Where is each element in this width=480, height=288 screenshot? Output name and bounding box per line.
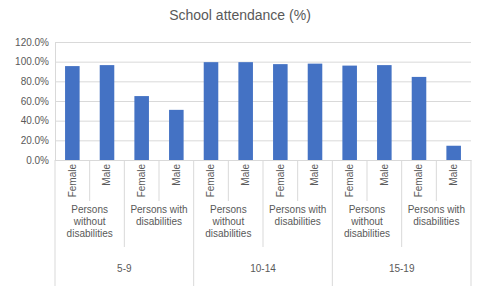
x-tick: Male	[379, 160, 390, 186]
x-tick-label: Female	[344, 164, 355, 198]
subgroup-label-line: without	[73, 216, 106, 227]
chart: School attendance (%) 0.0% 20.0% 40.0% 60.0%…	[0, 0, 480, 288]
y-tick-label: 0.0%	[26, 155, 49, 166]
y-tick-label: 120.0%	[15, 37, 49, 48]
x-tick: Male	[240, 160, 251, 186]
bar	[377, 65, 392, 160]
category-separator	[297, 160, 298, 201]
category-separator	[436, 160, 437, 201]
grid-line	[55, 121, 471, 122]
bars	[65, 62, 461, 160]
x-tick-label: Male	[379, 164, 390, 186]
x-tick-label: Male	[171, 164, 182, 186]
group-label: 5-9	[117, 263, 132, 274]
y-tick-label: 20.0%	[21, 135, 49, 146]
bar	[204, 62, 219, 160]
x-tick: Female	[67, 160, 78, 197]
subgroup-label-line: Persons	[210, 204, 247, 215]
bar	[342, 66, 357, 160]
subgroup-label-line: without	[350, 216, 383, 227]
bar	[100, 65, 115, 160]
bar	[446, 146, 461, 160]
category-separator	[124, 160, 125, 247]
y-axis: 0.0% 20.0% 40.0% 60.0% 80.0% 100.0% 120.0%	[15, 37, 471, 166]
group-label: 10-14	[250, 263, 276, 274]
subgroup-label-line: disabilities	[67, 228, 113, 239]
subgroup-label-line: Persons	[71, 204, 108, 215]
y-tick: 120.0%	[15, 37, 471, 48]
x-tick-label: Male	[448, 164, 459, 186]
x-tick-label: Male	[309, 164, 320, 186]
bar	[238, 62, 253, 160]
bar	[134, 96, 149, 160]
category-separator	[471, 160, 472, 286]
x-tick: Female	[136, 160, 147, 197]
subgroup-label-line: Persons with	[408, 204, 465, 215]
y-tick-label: 80.0%	[21, 76, 49, 87]
subgroup-label: Personswithoutdisabilities	[344, 204, 390, 239]
category-separator	[193, 160, 194, 286]
x-tick-label: Male	[101, 164, 112, 186]
subgroup-label-line: disabilities	[205, 228, 251, 239]
subgroup-label-line: Persons	[349, 204, 386, 215]
x-tick: Male	[309, 160, 320, 186]
y-tick-label: 40.0%	[21, 115, 49, 126]
grid-line	[55, 42, 471, 43]
x-tick-label: Female	[275, 164, 286, 198]
subgroup-label-line: without	[211, 216, 244, 227]
x-tick: Female	[205, 160, 216, 197]
x-tick-label: Male	[240, 164, 251, 186]
category-separator	[89, 160, 90, 201]
category-separator	[159, 160, 160, 201]
subgroup-label: Personswithoutdisabilities	[205, 204, 251, 239]
group-labels: PersonswithoutdisabilitiesPersons withdi…	[67, 204, 465, 274]
category-separator	[228, 160, 229, 201]
subgroup-label: Persons withdisabilities	[269, 204, 326, 227]
bar	[412, 77, 427, 160]
y-tick-label: 60.0%	[21, 96, 49, 107]
subgroup-label: Personswithoutdisabilities	[67, 204, 113, 239]
category-separator	[367, 160, 368, 201]
x-tick-label: Female	[413, 164, 424, 198]
x-tick-label: Female	[205, 164, 216, 198]
grid-line	[55, 62, 471, 63]
x-tick: Female	[344, 160, 355, 197]
x-tick: Male	[101, 160, 112, 186]
subgroup-label-line: disabilities	[275, 216, 321, 227]
subgroup-label-line: Persons with	[269, 204, 326, 215]
title: School attendance (%)	[169, 7, 311, 23]
bar	[308, 64, 323, 160]
x-tick: Male	[171, 160, 182, 186]
category-separators	[55, 160, 471, 286]
bar	[273, 64, 288, 160]
subgroup-label: Persons withdisabilities	[408, 204, 465, 227]
subgroup-label-line: disabilities	[344, 228, 390, 239]
grid-line	[55, 81, 471, 82]
subgroup-label: Persons withdisabilities	[130, 204, 187, 227]
y-tick-label: 100.0%	[15, 56, 49, 67]
grid-line	[55, 101, 471, 102]
subgroup-label-line: Persons with	[130, 204, 187, 215]
subgroup-label-line: disabilities	[136, 216, 182, 227]
x-tick: Female	[275, 160, 286, 197]
background	[0, 0, 480, 288]
category-separator	[401, 160, 402, 247]
x-tick: Female	[413, 160, 424, 197]
bar	[65, 66, 80, 160]
x-tick-label: Female	[67, 164, 78, 198]
grid-line	[55, 140, 471, 141]
category-separator	[55, 160, 56, 286]
subgroup-label-line: disabilities	[413, 216, 459, 227]
category-separator	[332, 160, 333, 286]
x-tick-label: Female	[136, 164, 147, 198]
bar	[169, 110, 184, 160]
group-label: 15-19	[389, 263, 415, 274]
category-separator	[263, 160, 264, 247]
x-tick: Male	[448, 160, 459, 186]
